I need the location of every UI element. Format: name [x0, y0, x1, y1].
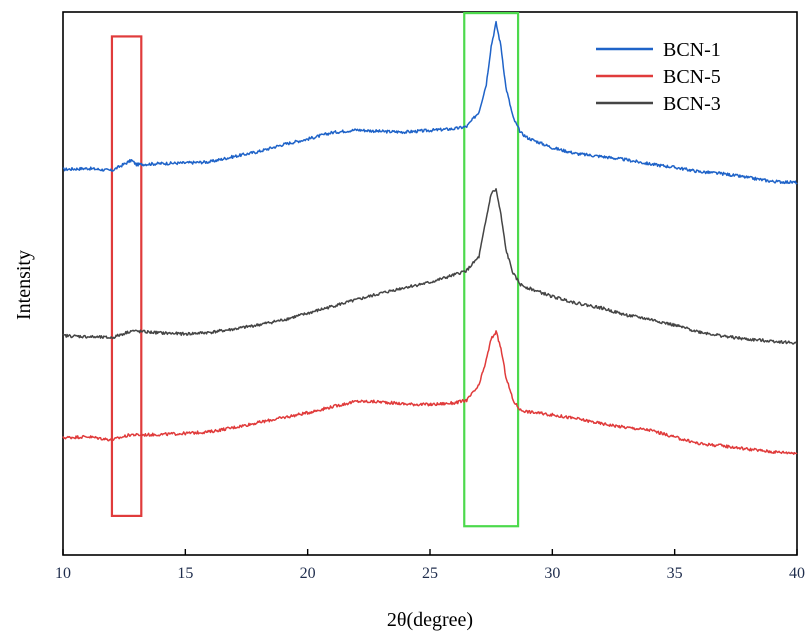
legend-label-bcn-5: BCN-5: [663, 66, 721, 88]
x-axis-label: 2θ(degree): [387, 609, 473, 631]
x-tick-label: 25: [422, 565, 438, 582]
x-tick-label: 40: [789, 565, 805, 582]
series-line-bcn-5: [63, 331, 797, 454]
highlight-box-1: [112, 36, 141, 515]
x-tick-label: 30: [544, 565, 560, 582]
x-tick-label: 10: [55, 565, 71, 582]
legend-label-bcn-3: BCN-3: [663, 93, 721, 115]
legend: BCN-1 BCN-5 BCN-3: [596, 39, 721, 115]
series-line-bcn-3: [63, 189, 797, 344]
x-tick-label: 15: [177, 565, 193, 582]
x-tick-label: 35: [667, 565, 683, 582]
legend-label-bcn-1: BCN-1: [663, 39, 721, 61]
axes: 10 15 20 25 30 35 40: [55, 549, 805, 582]
highlight-boxes: [112, 13, 518, 526]
y-axis-label: Intensity: [13, 250, 35, 320]
highlight-box-2: [464, 13, 518, 526]
x-tick-label: 20: [300, 565, 316, 582]
